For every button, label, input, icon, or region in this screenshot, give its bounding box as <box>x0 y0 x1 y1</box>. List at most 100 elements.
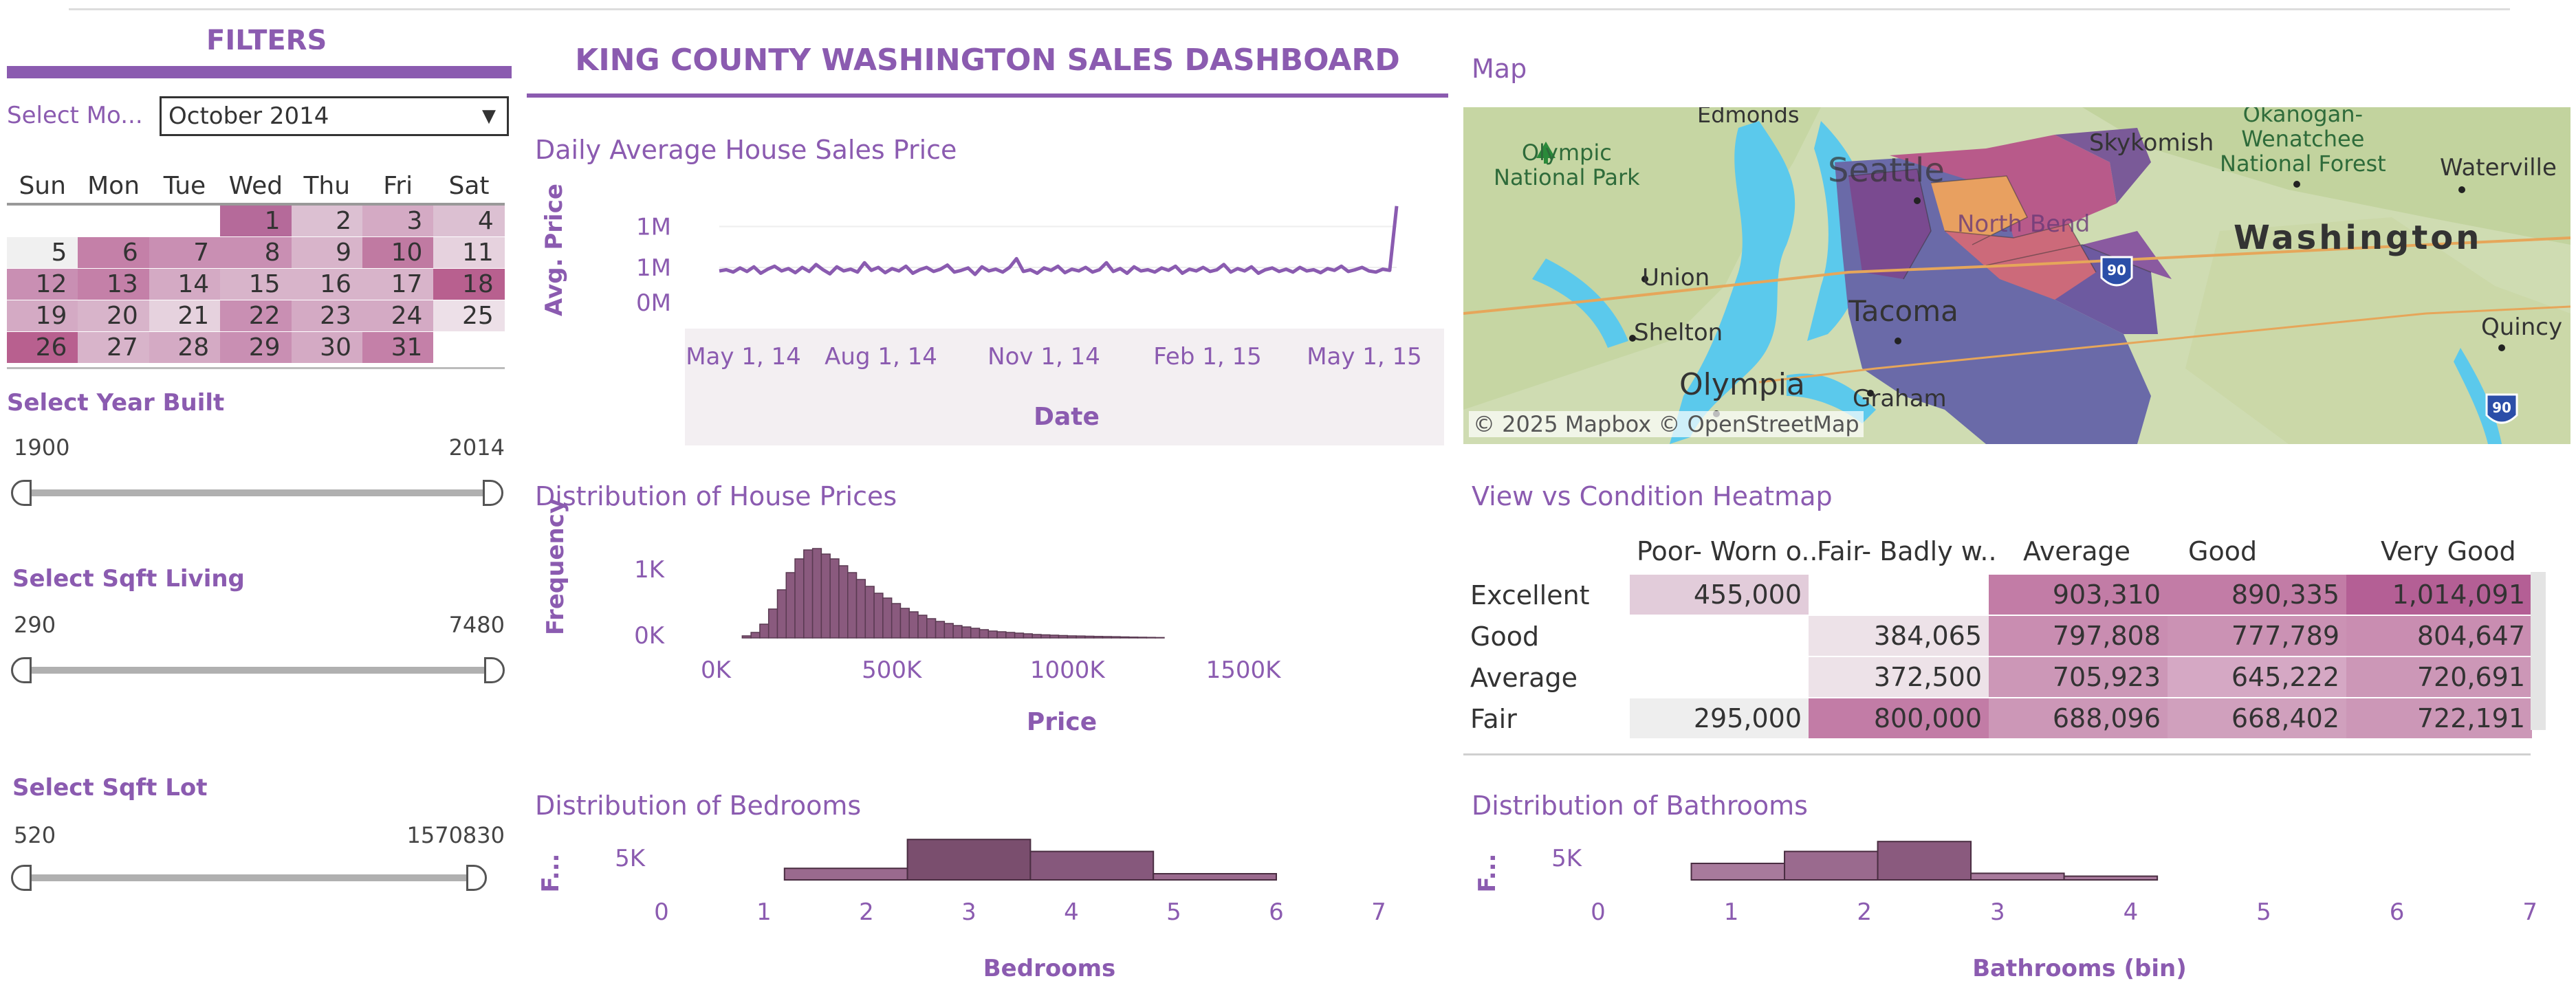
bathrooms-chart: 5K F... 0 1 2 3 4 5 6 7 Bathrooms (bin) <box>1474 841 2537 982</box>
calendar-empty-cell <box>7 206 78 236</box>
histogram-bar <box>1029 850 1155 881</box>
x-axis-title: Date <box>1034 403 1100 431</box>
calendar-day-1[interactable]: 1 <box>220 206 292 236</box>
heatmap-cell: 384,065 <box>1809 616 1989 656</box>
histogram-bar <box>1690 863 1786 881</box>
calendar-day-21[interactable]: 21 <box>149 300 221 331</box>
map-attribution[interactable]: © 2025 Mapbox © OpenStreetMap <box>1469 411 1864 437</box>
dashboard-title: KING COUNTY WASHINGTON SALES DASHBOARD <box>575 43 1400 78</box>
sqft-living-min-handle[interactable] <box>11 657 32 683</box>
price-bar <box>996 631 1007 639</box>
calendar-day-11[interactable]: 11 <box>433 237 505 268</box>
histogram-bar <box>1784 850 1879 881</box>
sqft-lot-max-handle[interactable] <box>466 865 487 891</box>
histogram-bar <box>1970 872 2065 881</box>
x-tick-label: 5 <box>2256 898 2271 926</box>
month-select-value: October 2014 <box>168 102 329 130</box>
calendar-day-20[interactable]: 20 <box>78 300 149 331</box>
sqft-lot-label: Select Sqft Lot <box>12 774 208 802</box>
calendar-day-16[interactable]: 16 <box>291 269 362 300</box>
calendar-divider <box>7 367 505 369</box>
calendar-day-8[interactable]: 8 <box>220 237 292 268</box>
x-tick-label: 2 <box>1857 898 1872 926</box>
heatmap-scrollbar[interactable] <box>2531 572 2546 730</box>
price-bar <box>1049 634 1060 639</box>
month-select[interactable]: October 2014 ▼ <box>160 96 509 136</box>
sqft-living-max-handle[interactable] <box>484 657 505 683</box>
year-built-track[interactable] <box>18 489 492 496</box>
heatmap-column-header: Very Good <box>2381 536 2516 566</box>
calendar-day-13[interactable]: 13 <box>78 269 149 300</box>
y-tick-label: 0K <box>634 622 666 650</box>
calendar-day-5[interactable]: 5 <box>7 237 78 268</box>
map-label-edmonds: Edmonds <box>1697 107 1800 128</box>
y-tick-label: 5K <box>1551 845 1583 872</box>
calendar-day-17[interactable]: 17 <box>362 269 434 300</box>
calendar-day-15[interactable]: 15 <box>220 269 292 300</box>
calendar-day-9[interactable]: 9 <box>291 237 362 268</box>
price-bar <box>1032 634 1042 639</box>
calendar-day-header: Sat <box>448 172 490 200</box>
price-bar <box>882 597 893 639</box>
price-bar <box>935 621 946 639</box>
x-tick-label: 1 <box>756 898 772 926</box>
price-bar <box>926 618 937 639</box>
map[interactable]: 90 90 Olympic National Park Edmonds Skyko… <box>1463 107 2570 444</box>
year-built-min-handle[interactable] <box>11 480 32 506</box>
calendar-day-2[interactable]: 2 <box>291 206 362 236</box>
x-tick-label: 6 <box>2390 898 2405 926</box>
month-label: Select Mo... <box>7 102 143 129</box>
calendar-day-12[interactable]: 12 <box>7 269 78 300</box>
price-bar <box>1023 633 1033 639</box>
price-dist-title: Distribution of House Prices <box>535 481 897 511</box>
calendar-day-18[interactable]: 18 <box>433 269 505 300</box>
x-tick-label: Feb 1, 15 <box>1153 343 1262 371</box>
calendar-day-24[interactable]: 24 <box>362 300 434 331</box>
calendar-day-14[interactable]: 14 <box>149 269 221 300</box>
heatmap-cell: 688,096 <box>1989 698 2168 738</box>
map-label-washington: Washington <box>2234 219 2482 257</box>
sqft-lot-filter: Select Sqft Lot 520 1570830 <box>7 774 505 898</box>
price-bar <box>899 608 910 639</box>
price-bar <box>1058 634 1069 639</box>
map-label-graham: Graham <box>1853 385 1947 412</box>
histogram-bar <box>906 839 1032 881</box>
calendar-day-6[interactable]: 6 <box>78 237 149 268</box>
calendar-day-30[interactable]: 30 <box>291 332 362 363</box>
heatmap-row-header: Good <box>1470 621 1540 652</box>
sqft-lot-track[interactable] <box>18 874 479 881</box>
map-label-olympic: Olympic National Park <box>1494 140 1640 190</box>
histogram-bar <box>1153 873 1278 881</box>
year-built-max-handle[interactable] <box>483 480 503 506</box>
calendar-day-31[interactable]: 31 <box>362 332 434 363</box>
calendar-day-19[interactable]: 19 <box>7 300 78 331</box>
calendar-day-3[interactable]: 3 <box>362 206 434 236</box>
price-bar <box>741 635 752 639</box>
calendar-day-22[interactable]: 22 <box>220 300 292 331</box>
calendar-day-28[interactable]: 28 <box>149 332 221 363</box>
sqft-living-track[interactable] <box>18 667 492 674</box>
calendar-day-25[interactable]: 25 <box>433 300 505 331</box>
price-bar <box>1120 636 1130 639</box>
calendar-day-10[interactable]: 10 <box>362 237 434 268</box>
calendar-day-26[interactable]: 26 <box>7 332 78 363</box>
calendar-day-29[interactable]: 29 <box>220 332 292 363</box>
x-tick-label: 0K <box>701 656 732 684</box>
calendar-day-23[interactable]: 23 <box>291 300 362 331</box>
calendar-day-27[interactable]: 27 <box>78 332 149 363</box>
heatmap-row-header: Fair <box>1470 704 1517 734</box>
heatmap-cell: 705,923 <box>1989 657 2168 697</box>
year-built-max: 2014 <box>448 434 505 461</box>
chevron-down-icon: ▼ <box>482 106 496 126</box>
sqft-lot-min-handle[interactable] <box>11 865 32 891</box>
calendar-day-7[interactable]: 7 <box>149 237 221 268</box>
heatmap-cell: 890,335 <box>2168 575 2346 615</box>
heatmap-bottom-rule <box>1463 753 2531 755</box>
calendar: Sun Mon Tue Wed Thu Fri Sat 1 2 3 4 5 6 7 8 9 10 11 12 13 1… <box>7 172 505 365</box>
price-dist-chart: 1K 0K 0K 500K 1000K 1500K Price <box>634 548 1282 736</box>
highway-shield: 90 <box>2100 256 2133 287</box>
calendar-day-4[interactable]: 4 <box>433 206 505 236</box>
calendar-empty-cell <box>78 206 149 236</box>
x-axis-title: Bedrooms <box>983 955 1115 982</box>
x-tick-label: 0 <box>1591 898 1606 926</box>
